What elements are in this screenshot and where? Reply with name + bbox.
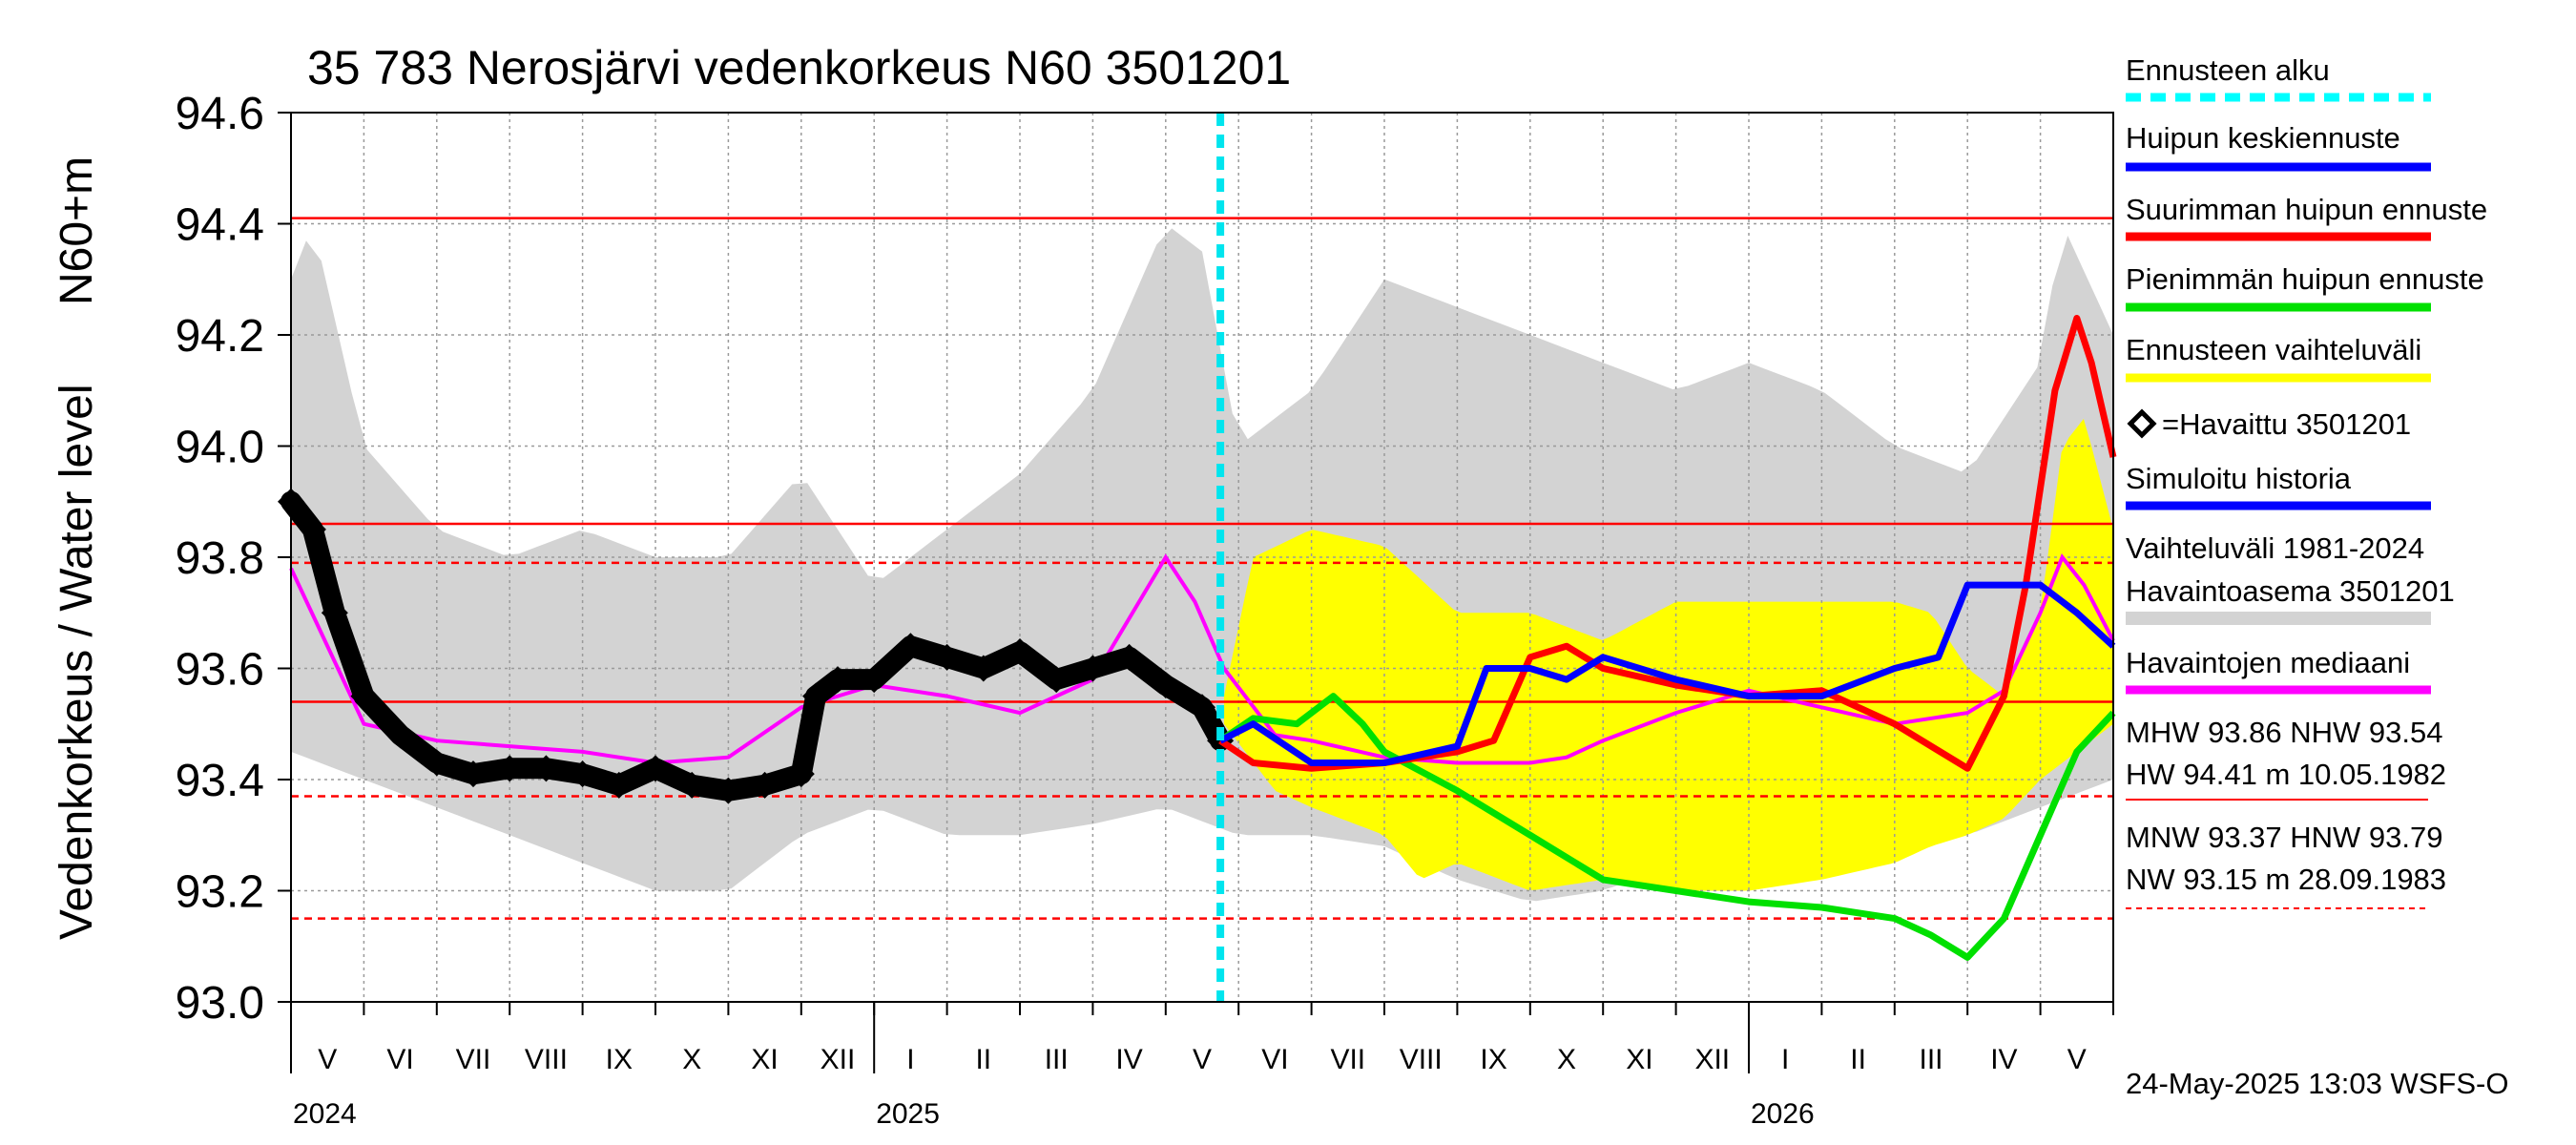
observed-marker — [1079, 655, 1107, 682]
month-label: XII — [1694, 1044, 1730, 1075]
month-label: IV — [1115, 1044, 1142, 1075]
observed-marker — [1007, 638, 1033, 666]
observed-marker — [532, 755, 560, 782]
y-tick-label: 93.4 — [176, 756, 264, 806]
x-axis: V VI VII VIII IX X XI XII I II III IV V VI VII VIII IX X X… — [290, 1002, 2114, 1130]
month-label: II — [975, 1044, 991, 1075]
month-label: X — [682, 1044, 701, 1075]
legend: Ennusteen alku Huipun keskiennuste Suurimm… — [2126, 53, 2487, 695]
grid-lines — [291, 113, 2113, 1002]
statistics-box: MHW 93.86 NHW 93.54 HW 94.41 m 10.05.198… — [2126, 716, 2446, 909]
observed-marker — [386, 721, 414, 749]
stats-line-2: HW 94.41 m 10.05.1982 — [2126, 758, 2446, 791]
month-label: IV — [1990, 1044, 2017, 1075]
year-label: 2025 — [876, 1098, 940, 1130]
month-label: VII — [1330, 1044, 1365, 1075]
legend-label: Havaintoasema 3501201 — [2126, 574, 2455, 608]
y-tick-label: 93.6 — [176, 645, 264, 696]
legend-label: Ennusteen vaihteluväli — [2126, 333, 2421, 366]
month-label: V — [318, 1044, 337, 1075]
range-bands — [291, 228, 2113, 902]
month-label: I — [1781, 1044, 1789, 1075]
legend-label: Vaihteluväli 1981-2024 — [2126, 531, 2424, 565]
y-tick-label: 93.2 — [176, 867, 264, 918]
series-lines — [278, 113, 2117, 1002]
legend-label: Huipun keskiennuste — [2126, 121, 2400, 155]
y-axis-unit-label: N60+m — [52, 156, 102, 305]
observed-marker — [350, 682, 378, 710]
observed-marker — [933, 643, 961, 671]
month-label: IX — [1480, 1044, 1506, 1075]
month-label: V — [2067, 1044, 2087, 1075]
month-label: VIII — [1400, 1044, 1443, 1075]
month-label: XII — [821, 1044, 856, 1075]
y-tick-label: 93.0 — [176, 978, 264, 1029]
observed-marker — [460, 760, 487, 788]
mean-peak-forecast-line — [1218, 581, 2116, 766]
y-tick-label: 93.8 — [176, 533, 264, 584]
chart-title: 35 783 Nerosjärvi vedenkorkeus N60 35012… — [307, 41, 1291, 94]
month-label: VI — [386, 1044, 413, 1075]
observed-marker — [678, 771, 706, 799]
observed-marker — [1115, 643, 1143, 671]
legend-label: Ennusteen alku — [2126, 53, 2330, 87]
year-label: 2026 — [1751, 1098, 1815, 1130]
observed-marker — [423, 749, 450, 777]
forecast-range-band — [1223, 419, 2113, 891]
y-axis: 93.0 93.2 93.4 93.6 93.8 94.0 94.2 94.4 94.6 — [176, 89, 291, 1029]
month-label: VII — [456, 1044, 491, 1075]
observed-marker — [1043, 666, 1070, 694]
observed-marker — [321, 599, 348, 627]
month-label: III — [1045, 1044, 1069, 1075]
month-label: XI — [1626, 1044, 1652, 1075]
observed-marker — [861, 666, 888, 694]
legend-label: Havaintojen mediaani — [2126, 646, 2410, 679]
observed-marker — [605, 771, 633, 799]
observed-marker — [969, 655, 997, 682]
y-tick-label: 94.4 — [176, 200, 264, 251]
observed-marker — [751, 771, 779, 799]
observed-marker — [787, 760, 815, 788]
footer-timestamp: 24-May-2025 13:03 WSFS-O — [2126, 1067, 2508, 1100]
y-axis-label: Vedenkorkeus / Water level — [52, 384, 102, 940]
y-tick-label: 94.0 — [176, 423, 264, 473]
stats-line-1: MHW 93.86 NHW 93.54 — [2126, 716, 2443, 749]
month-label: I — [906, 1044, 914, 1075]
legend-label: Suurimman huipun ennuste — [2126, 193, 2487, 226]
observed-marker — [1189, 694, 1215, 721]
observed-marker — [1152, 671, 1179, 698]
stats-line-3: MNW 93.37 HNW 93.79 — [2126, 821, 2443, 854]
y-tick-label: 94.2 — [176, 311, 264, 362]
month-label: X — [1557, 1044, 1576, 1075]
observed-marker — [569, 760, 596, 788]
month-label: III — [1919, 1044, 1942, 1075]
month-label: IX — [606, 1044, 633, 1075]
observed-marker — [824, 666, 851, 694]
observed-marker — [715, 777, 742, 804]
observed-marker — [802, 682, 830, 710]
month-label: II — [1850, 1044, 1866, 1075]
legend-marker — [2127, 408, 2157, 439]
legend-label: Simuloitu historia — [2126, 462, 2352, 495]
observed-marker — [642, 755, 669, 782]
reference-lines — [291, 217, 2113, 920]
month-label: XI — [751, 1044, 778, 1075]
month-label: V — [1193, 1044, 1212, 1075]
min-peak-forecast-line — [1218, 693, 2116, 961]
year-label: 2024 — [293, 1098, 357, 1130]
month-label: VI — [1261, 1044, 1288, 1075]
observed-marker — [897, 633, 924, 660]
legend-label: =Havaittu 3501201 — [2162, 407, 2411, 441]
month-label: VIII — [525, 1044, 568, 1075]
stats-line-4: NW 93.15 m 28.09.1983 — [2126, 863, 2446, 896]
observed-marker — [299, 515, 326, 543]
legend-label: Pienimmän huipun ennuste — [2126, 262, 2484, 296]
y-tick-label: 94.6 — [176, 89, 264, 139]
observed-marker — [496, 755, 524, 782]
